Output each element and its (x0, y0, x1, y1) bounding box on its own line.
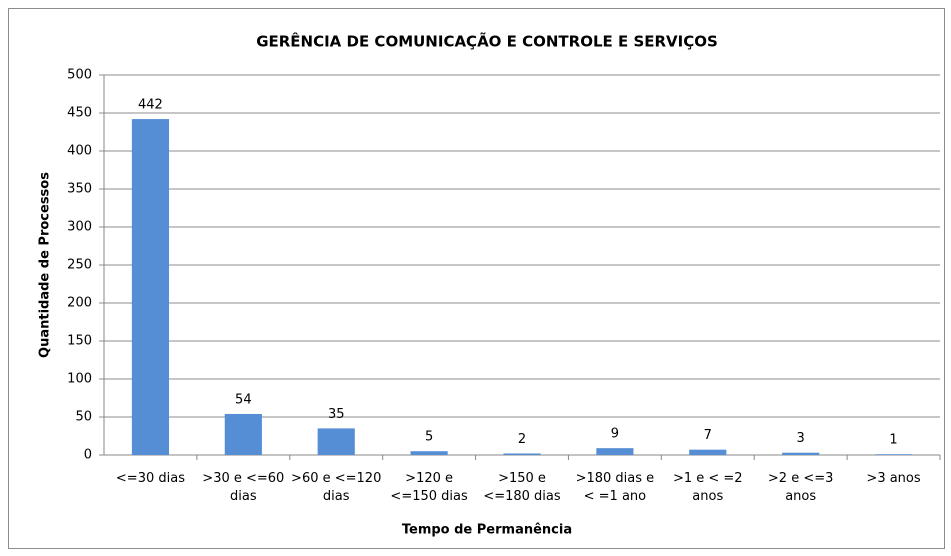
y-tick-label: 400 (67, 144, 92, 159)
bar (874, 454, 913, 455)
y-tick-label: 350 (67, 182, 92, 197)
y-tick-label: 100 (67, 372, 92, 387)
x-tick-label: >3 anos (866, 471, 921, 486)
x-tick-label: >30 e <=60 dias (202, 471, 285, 504)
data-label: 2 (518, 432, 526, 447)
bar (596, 448, 634, 455)
bar (410, 451, 448, 455)
y-axis-label: Quantidade de Processos (38, 172, 53, 358)
bar (224, 413, 262, 455)
x-tick-label: >2 e <=3 anos (767, 471, 834, 504)
y-tick-label: 150 (67, 334, 92, 349)
bar (503, 453, 541, 455)
bar (782, 452, 820, 455)
x-tick-label: >180 dias e < =1 ano (575, 471, 655, 504)
bar (317, 428, 355, 455)
data-label: 5 (425, 430, 433, 445)
bar (689, 449, 727, 455)
y-tick-label: 500 (67, 68, 92, 83)
x-tick-label: <=30 dias (115, 471, 185, 486)
data-label: 54 (235, 392, 252, 407)
data-label: 3 (797, 431, 805, 446)
x-tick-label: >60 e <=120 dias (291, 471, 382, 504)
y-tick-label: 250 (67, 258, 92, 273)
y-tick-label: 0 (84, 448, 92, 463)
y-tick-label: 450 (67, 106, 92, 121)
x-tick-label: >1 e < =2 anos (672, 471, 743, 504)
data-label: 1 (889, 433, 897, 448)
x-tick-label: >120 e <=150 dias (390, 471, 468, 504)
data-label: 442 (138, 98, 163, 113)
data-label: 7 (704, 428, 712, 443)
bar (131, 119, 170, 455)
x-tick-label: >150 e <=180 dias (483, 471, 561, 504)
y-tick-label: 50 (75, 410, 92, 425)
data-label: 9 (611, 427, 619, 442)
y-tick-label: 200 (67, 296, 92, 311)
y-tick-label: 300 (67, 220, 92, 235)
x-axis-label: Tempo de Permanência (402, 523, 572, 538)
data-label: 35 (328, 407, 345, 422)
chart-title: GERÊNCIA DE COMUNICAÇÃO E CONTROLE E SER… (256, 32, 718, 51)
